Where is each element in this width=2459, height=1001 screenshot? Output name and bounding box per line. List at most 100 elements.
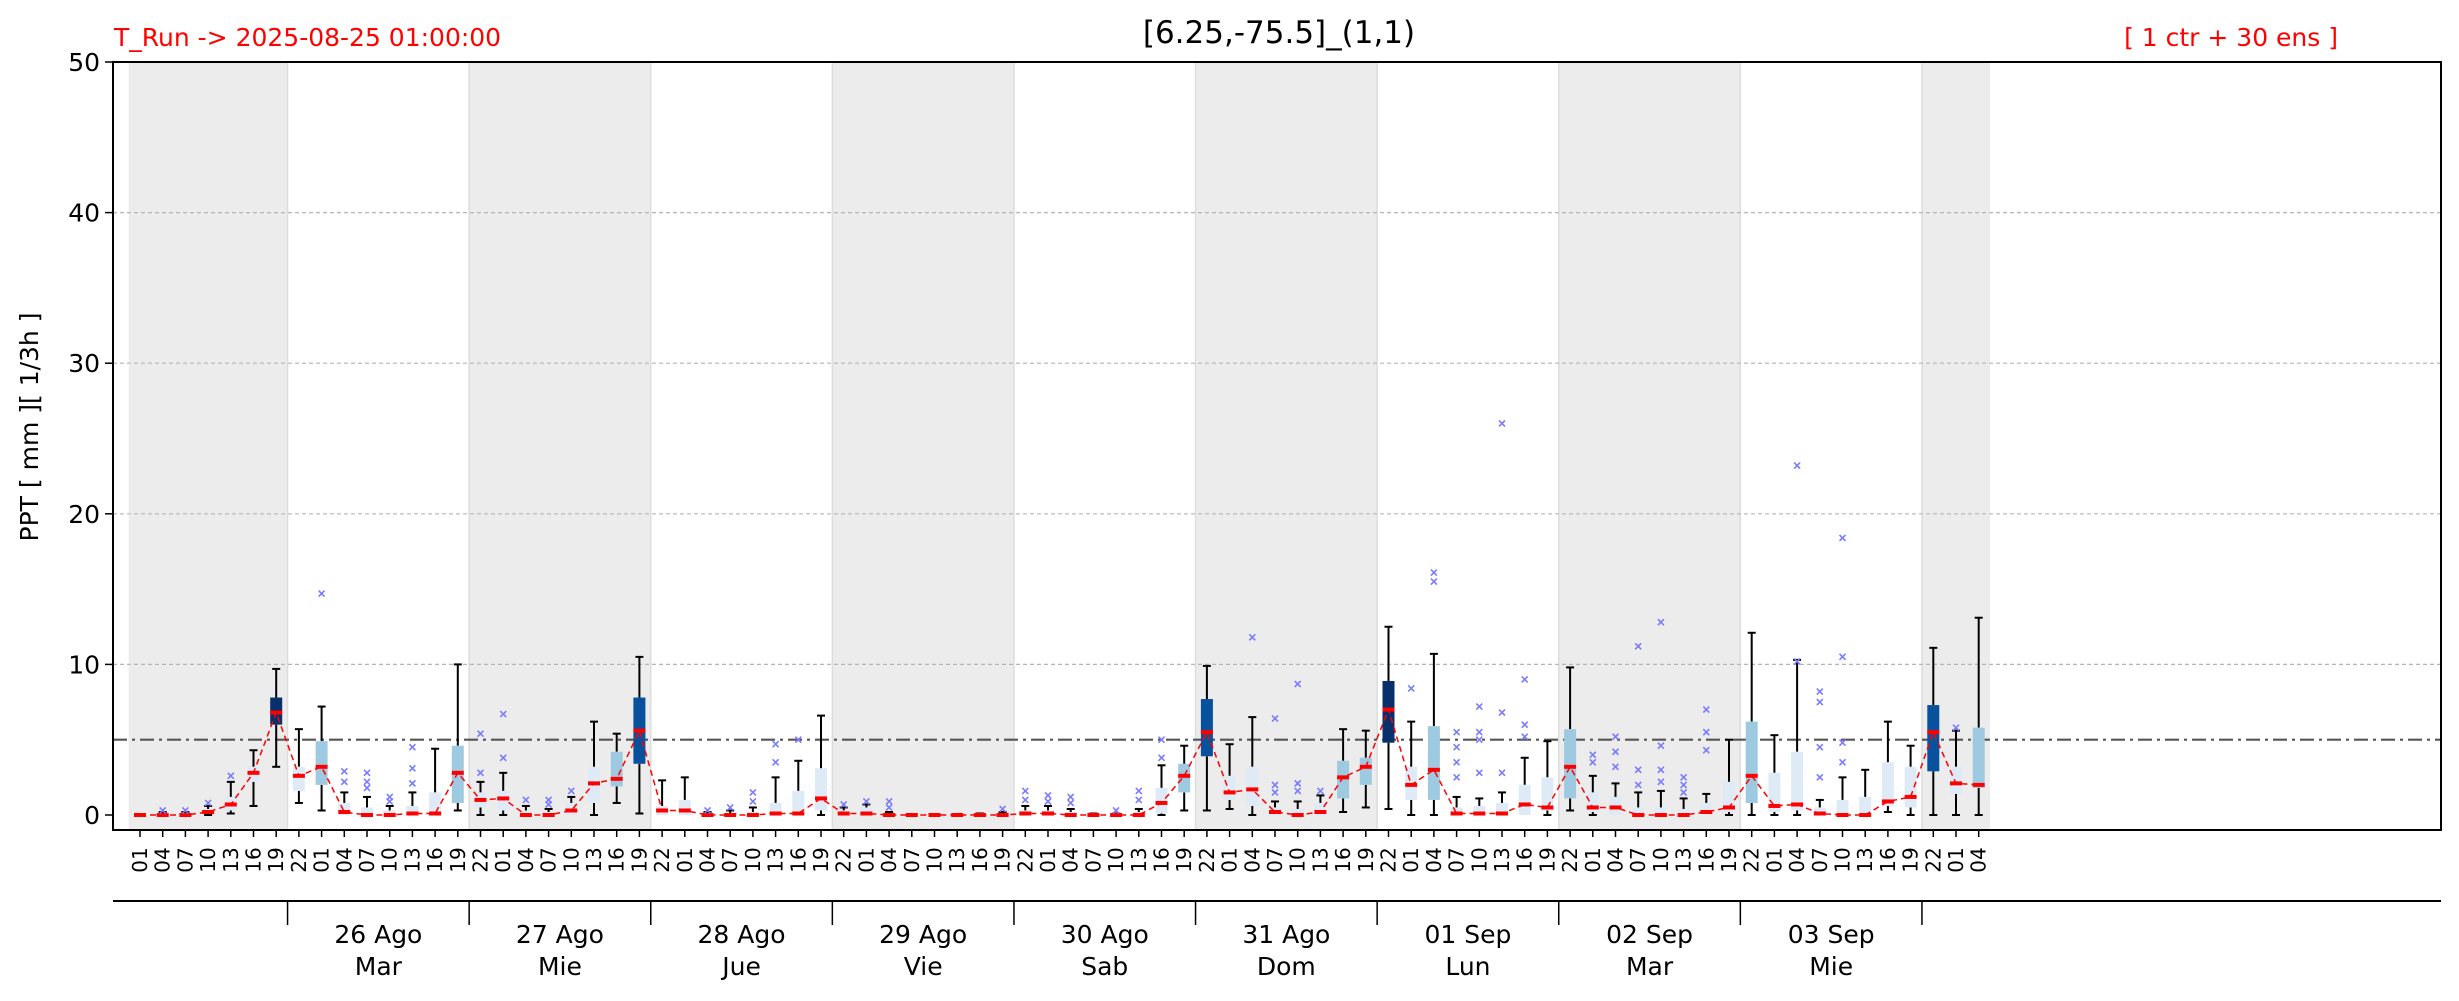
outlier-point — [1521, 733, 1529, 741]
outlier-point — [204, 799, 212, 807]
x-tick-label: 10 — [741, 847, 765, 872]
x-tick-label: 13 — [400, 847, 424, 872]
x-tick-label: 13 — [945, 847, 969, 872]
day-date-label: 03 Sep — [1788, 920, 1875, 949]
outlier-point — [885, 803, 893, 812]
box-70 — [1723, 738, 1735, 816]
x-tick-label: 07 — [173, 847, 197, 872]
day-date-label: 01 Sep — [1425, 920, 1512, 949]
y-tick-label: 10 — [68, 650, 100, 679]
outlier-point — [1475, 728, 1483, 736]
box-41 — [1064, 793, 1077, 817]
x-tick-label: 13 — [1490, 847, 1514, 872]
x-tick-label: 04 — [1059, 847, 1083, 872]
x-tick-label: 13 — [582, 847, 606, 872]
outlier-point — [499, 754, 507, 762]
box-61 — [1518, 675, 1531, 815]
outlier-point — [1657, 778, 1665, 786]
day-date-label: 26 Ago — [334, 920, 422, 949]
outlier-point — [1589, 758, 1597, 766]
box-iqr — [1155, 787, 1168, 814]
outlier-point — [703, 806, 712, 815]
outlier-point — [1611, 763, 1620, 771]
outlier-point — [1498, 419, 1506, 428]
day-shade-8 — [1558, 62, 1741, 830]
outlier-point — [227, 772, 235, 780]
x-tick-label: 01 — [1944, 847, 1968, 872]
box-79 — [1927, 646, 1940, 816]
x-tick-label: 19 — [1535, 847, 1559, 872]
x-tick-label: 13 — [764, 847, 788, 872]
x-tick-label: 01 — [673, 847, 697, 872]
box-8 — [315, 590, 328, 812]
outlier-point — [1838, 758, 1847, 766]
outlier-point — [1453, 773, 1461, 781]
box-iqr — [1427, 726, 1440, 800]
outlier-point — [840, 800, 848, 809]
box-iqr — [1632, 807, 1645, 815]
box-iqr — [1791, 751, 1804, 811]
x-tick-label: 13 — [1308, 847, 1332, 872]
box-iqr — [1881, 762, 1894, 806]
box-11 — [383, 793, 396, 817]
x-tick-label: 07 — [1808, 847, 1832, 872]
box-30 — [815, 714, 827, 816]
x-tick-label: 16 — [242, 847, 266, 872]
outlier-point — [749, 788, 757, 796]
x-tick-label: 04 — [1604, 847, 1628, 872]
box-78 — [1904, 744, 1917, 816]
x-tick-label: 01 — [310, 847, 334, 872]
outlier-point — [749, 797, 757, 806]
box-iqr — [406, 805, 419, 815]
x-tick-label: 07 — [355, 847, 379, 872]
x-tick-label: 16 — [1331, 847, 1355, 872]
x-tick-label: 01 — [854, 847, 878, 872]
y-axis-label: PPT [ mm ][ 1/3h ] — [15, 313, 44, 542]
x-tick-label: 22 — [1558, 847, 1582, 872]
box-74 — [1813, 687, 1826, 816]
box-39 — [1019, 787, 1032, 816]
box-iqr — [610, 751, 623, 787]
x-tick-label: 19 — [1899, 847, 1923, 872]
day-date-label: 28 Ago — [698, 920, 786, 949]
box-58 — [1450, 728, 1463, 816]
x-tick-label: 19 — [627, 847, 651, 872]
x-tick-label: 16 — [423, 847, 447, 872]
box-iqr — [1359, 757, 1372, 785]
run-label: T_Run -> 2025-08-25 01:00:00 — [113, 23, 501, 52]
outlier-point — [159, 806, 167, 815]
outlier-point — [1475, 703, 1483, 711]
outlier-point — [1475, 769, 1483, 777]
outlier-point — [1112, 806, 1120, 815]
outlier-point — [1316, 787, 1324, 795]
outlier-point — [1657, 742, 1665, 750]
outlier-point — [1157, 754, 1166, 762]
day-weekday-label: Mar — [355, 952, 403, 981]
outlier-point — [1838, 739, 1847, 747]
outlier-point — [1157, 736, 1166, 744]
plot-frame — [112, 61, 2442, 831]
x-tick-label: 01 — [491, 847, 515, 872]
outlier-point — [363, 784, 371, 792]
x-tick-label: 19 — [446, 847, 470, 872]
x-tick-label: 04 — [696, 847, 720, 872]
x-tick-label: 01 — [1218, 847, 1242, 872]
box-71 — [1745, 631, 1758, 816]
box-12 — [406, 743, 419, 816]
outlier-point — [499, 710, 507, 718]
outlier-point — [1271, 788, 1279, 796]
outlier-point — [1294, 779, 1302, 787]
outlier-point — [1611, 748, 1620, 756]
outlier-point — [1135, 796, 1143, 804]
outlier-point — [1680, 781, 1688, 789]
outlier-point — [1248, 633, 1256, 641]
box-73 — [1791, 462, 1804, 816]
outlier-point — [1521, 675, 1529, 684]
outlier-point — [1702, 728, 1710, 736]
box-iqr — [678, 799, 691, 815]
box-iqr — [1677, 808, 1690, 815]
x-tick-label: 22 — [650, 847, 674, 872]
x-tick-label: 13 — [1672, 847, 1696, 872]
x-tick-label: 10 — [559, 847, 583, 872]
box-7 — [292, 728, 305, 804]
